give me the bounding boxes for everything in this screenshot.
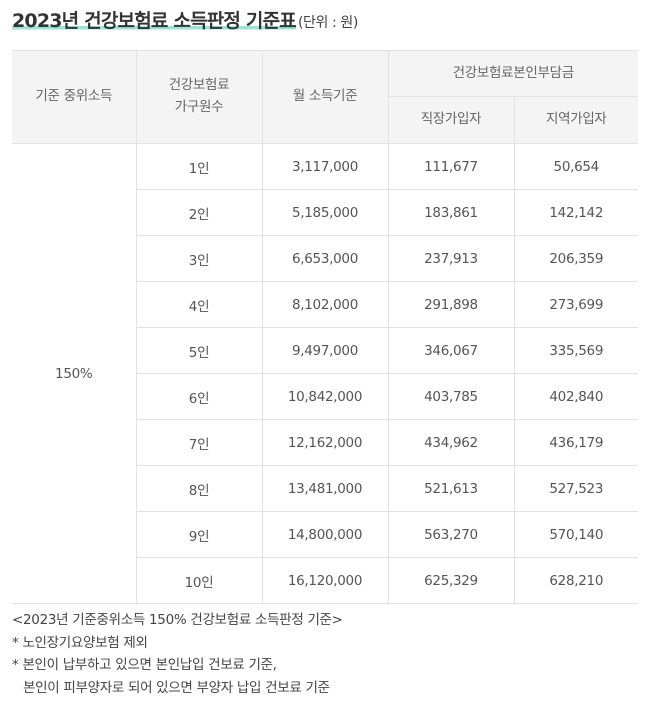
employee-premium-cell: 403,785 [387, 373, 515, 420]
header-household-line2: 가구원수 [174, 99, 224, 115]
members-cell: 2인 [136, 189, 263, 236]
employee-premium-cell: 434,962 [387, 419, 515, 466]
header-regional: 지역가입자 [513, 96, 639, 144]
income-cell: 16,120,000 [261, 557, 389, 604]
employee-premium-cell: 183,861 [387, 189, 515, 236]
employee-premium-cell: 291,898 [387, 281, 515, 328]
premium-table: 기준 중위소득 건강보험료 가구원수 월 소득기준 건강보험료본인부담금 직장가… [12, 50, 639, 604]
employee-premium-cell: 237,913 [387, 235, 515, 282]
members-cell: 10인 [136, 557, 263, 604]
income-cell: 12,162,000 [261, 419, 389, 466]
table-header: 기준 중위소득 건강보험료 가구원수 월 소득기준 건강보험료본인부담금 직장가… [12, 50, 639, 144]
title-block: 2023년 건강보험료 소득판정 기준표 (단위 : 원) [12, 6, 358, 33]
members-cell: 8인 [136, 465, 263, 512]
table-row: 5인 9,497,000 346,067 335,569 [12, 327, 639, 374]
notes: <2023년 기준중위소득 150% 건강보험료 소득판정 기준> * 노인장기… [12, 609, 343, 699]
members-cell: 3인 [136, 235, 263, 282]
regional-premium-cell: 527,523 [513, 465, 639, 512]
median-income-cell: 150% [12, 143, 137, 604]
income-cell: 13,481,000 [261, 465, 389, 512]
regional-premium-cell: 50,654 [513, 143, 639, 190]
note-caption: <2023년 기준중위소득 150% 건강보험료 소득판정 기준> [12, 612, 343, 628]
table-row: 3인 6,653,000 237,913 206,359 [12, 235, 639, 282]
header-median-income: 기준 중위소득 [12, 50, 137, 144]
header-monthly-income: 월 소득기준 [261, 50, 389, 144]
employee-premium-cell: 625,329 [387, 557, 515, 604]
table-row: 150% 1인 3,117,000 111,677 50,654 [12, 143, 639, 604]
regional-premium-cell: 402,840 [513, 373, 639, 420]
regional-premium-cell: 436,179 [513, 419, 639, 466]
members-cell: 7인 [136, 419, 263, 466]
employee-premium-cell: 521,613 [387, 465, 515, 512]
members-cell: 6인 [136, 373, 263, 420]
table-row: 10인 16,120,000 625,329 628,210 [12, 557, 639, 604]
income-cell: 8,102,000 [261, 281, 389, 328]
regional-premium-cell: 206,359 [513, 235, 639, 282]
regional-premium-cell: 142,142 [513, 189, 639, 236]
regional-premium-cell: 273,699 [513, 281, 639, 328]
income-cell: 10,842,000 [261, 373, 389, 420]
employee-premium-cell: 346,067 [387, 327, 515, 374]
members-cell: 5인 [136, 327, 263, 374]
regional-premium-cell: 335,569 [513, 327, 639, 374]
note-item-continued: 본인이 피부양자로 되어 있으면 부양자 납입 건보료 기준 [23, 679, 330, 696]
table-body: 150% 1인 3,117,000 111,677 50,654 2인 5,185,000 1… [12, 143, 639, 604]
regional-premium-cell: 628,210 [513, 557, 639, 604]
header-employee: 직장가입자 [388, 96, 515, 144]
note-item: * 노인장기요양보험 제외 [12, 634, 148, 651]
table-row: 4인 8,102,000 291,898 273,699 [12, 281, 639, 328]
income-cell: 14,800,000 [261, 511, 389, 558]
members-cell: 9인 [136, 511, 263, 558]
header-self-premium: 건강보험료본인부담금 [387, 50, 639, 97]
header-household-size: 건강보험료 가구원수 [135, 50, 263, 144]
regional-premium-cell: 570,140 [513, 511, 639, 558]
income-cell: 5,185,000 [261, 189, 389, 236]
income-cell: 3,117,000 [261, 143, 389, 190]
employee-premium-cell: 111,677 [387, 143, 515, 190]
income-cell: 6,653,000 [261, 235, 389, 282]
unit-label: (단위 : 원) [297, 15, 358, 31]
note-item: * 본인이 납부하고 있으면 본인납입 건보료 기준, [12, 657, 277, 673]
table-row: 9인 14,800,000 563,270 570,140 [12, 511, 639, 558]
members-cell: 1인 [135, 143, 263, 190]
page-title: 2023년 건강보험료 소득판정 기준표 [12, 10, 297, 32]
table-row: 6인 10,842,000 403,785 402,840 [12, 373, 639, 420]
income-cell: 9,497,000 [261, 327, 389, 374]
header-household-line1: 건강보험료 [168, 77, 230, 94]
members-cell: 4인 [136, 281, 263, 328]
employee-premium-cell: 563,270 [387, 511, 515, 558]
